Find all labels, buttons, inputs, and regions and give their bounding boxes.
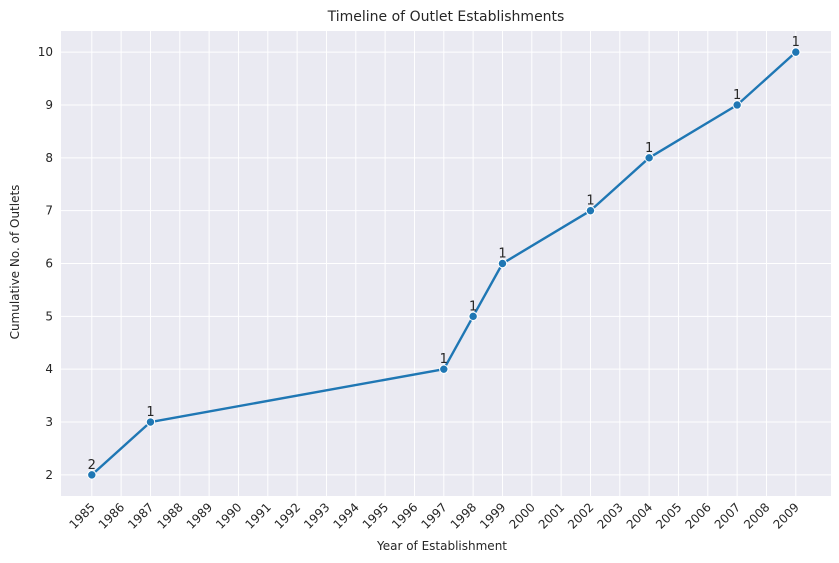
data-label: 1: [440, 352, 448, 367]
x-tick-label: 2001: [536, 500, 567, 531]
x-tick-label: 1990: [213, 500, 244, 531]
data-point: [644, 153, 654, 163]
y-tick-label: 6: [45, 257, 53, 271]
data-label: 1: [645, 141, 653, 156]
data-label: 1: [146, 405, 154, 420]
x-tick-label: 2004: [624, 500, 655, 531]
data-point: [732, 100, 742, 110]
y-tick-label: 4: [45, 362, 53, 376]
y-tick-labels: 2 3 4 5 6 7 8 9 10: [38, 45, 53, 482]
y-tick-label: 8: [45, 151, 53, 165]
data-point: [145, 417, 156, 427]
x-tick-label: 1994: [330, 500, 361, 531]
y-tick-label: 2: [45, 468, 53, 482]
x-tick-label: 1985: [66, 500, 97, 531]
x-tick-label: 1995: [360, 500, 391, 531]
x-tick-label: 1997: [418, 500, 449, 531]
data-point: [497, 258, 508, 269]
y-tick-label: 3: [45, 415, 53, 429]
chart-title: Timeline of Outlet Establishments: [327, 9, 565, 25]
data-point: [87, 470, 97, 480]
data-label: 2: [88, 458, 96, 473]
data-label: 1: [498, 247, 506, 262]
x-tick-label: 2007: [712, 500, 743, 531]
data-label: 1: [733, 88, 741, 103]
x-tick-label: 1999: [477, 500, 508, 531]
series-line-group: [87, 47, 801, 480]
x-tick-label: 1986: [96, 500, 127, 531]
x-axis-label: Year of Establishment: [376, 539, 507, 553]
x-tick-label: 1992: [272, 500, 303, 531]
x-tick-label: 1991: [242, 500, 273, 531]
x-tick-label: 2000: [506, 500, 537, 531]
data-point: [468, 311, 478, 322]
data-label: 1: [586, 194, 594, 209]
x-tick-label: 2009: [770, 500, 801, 531]
x-tick-label: 2008: [741, 500, 772, 531]
x-tick-label: 2002: [565, 500, 596, 531]
data-point: [791, 47, 801, 57]
y-tick-label: 7: [45, 204, 53, 218]
data-label: 1: [469, 299, 477, 314]
data-point: [585, 205, 596, 216]
data-point: [439, 364, 449, 374]
x-tick-label: 1993: [301, 500, 332, 531]
x-tick-label: 2006: [682, 500, 713, 531]
y-tick-label: 10: [38, 45, 53, 59]
x-tick-label: 2005: [653, 500, 684, 531]
x-tick-label: 1989: [184, 500, 215, 531]
x-tick-label: 2003: [594, 500, 625, 531]
data-labels: 2 1 1 1 1 1 1 1 1: [88, 35, 800, 473]
x-tick-label: 1996: [389, 500, 420, 531]
data-label: 1: [792, 35, 800, 50]
y-axis-label: Cumulative No. of Outlets: [8, 185, 22, 340]
x-tick-label: 1988: [154, 500, 185, 531]
x-tick-label: 1998: [448, 500, 479, 531]
x-tick-labels: 1985198619871988198919901991199219931994…: [66, 500, 801, 531]
y-tick-label: 9: [45, 98, 53, 112]
y-tick-label: 5: [45, 309, 53, 323]
x-tick-label: 1987: [125, 500, 156, 531]
